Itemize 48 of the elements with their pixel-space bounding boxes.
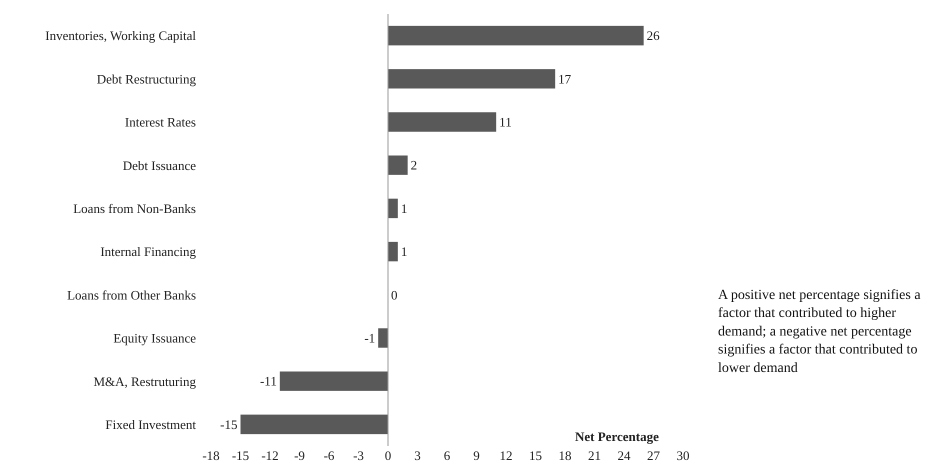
x-tick-label: 18: [558, 448, 572, 463]
bar: [388, 198, 398, 218]
y-tick-label: Loans from Other Banks: [67, 287, 196, 302]
x-tick-label: 6: [444, 448, 451, 463]
data-label: -1: [364, 330, 376, 346]
y-tick-label: Inventories, Working Capital: [45, 28, 196, 44]
x-tick-label: 12: [500, 448, 512, 463]
bar: [378, 328, 388, 348]
y-tick-label: Equity Issuance: [113, 330, 196, 346]
y-tick-label: Internal Financing: [100, 244, 196, 260]
bar: [280, 371, 388, 391]
x-tick-label: -3: [353, 448, 364, 463]
y-tick-label: Debt Issuance: [122, 158, 196, 173]
data-label: -11: [260, 374, 277, 389]
x-tick-label: -9: [294, 448, 305, 463]
y-tick-label: Debt Restructuring: [96, 71, 196, 86]
x-tick-label: 24: [618, 448, 631, 463]
y-tick-label: Loans from Non-Banks: [73, 200, 196, 216]
data-label: 1: [400, 244, 408, 260]
data-label: 0: [391, 287, 398, 302]
x-tick-label: -6: [324, 448, 335, 463]
x-tick-label: 3: [414, 448, 421, 463]
x-tick-label: 0: [384, 448, 392, 463]
x-tick-label: -12: [261, 448, 279, 463]
data-label: 2: [410, 158, 418, 173]
data-label: 11: [499, 114, 512, 130]
x-tick-label: 30: [676, 448, 690, 463]
data-label: 17: [558, 71, 572, 86]
y-tick-label: Fixed Investment: [105, 416, 196, 432]
x-tick-label: -15: [232, 448, 250, 463]
x-axis-title: Net Percentage: [575, 429, 660, 444]
data-label: 26: [646, 28, 660, 44]
x-tick-label: 21: [588, 448, 601, 463]
data-label: 1: [400, 200, 408, 216]
y-tick-label: M&A, Restruturing: [93, 374, 196, 389]
x-tick-label: -18: [202, 448, 220, 463]
bar: [388, 112, 496, 132]
bar: [388, 242, 398, 262]
bar: [388, 26, 644, 46]
bar: [388, 69, 556, 89]
y-tick-label: Interest Rates: [124, 114, 196, 130]
x-tick-label: 9: [473, 448, 480, 463]
bar: [388, 155, 408, 175]
x-tick-label: 15: [529, 448, 542, 463]
bar: [240, 414, 388, 434]
x-tick-label: 27: [647, 448, 660, 463]
text: A positive net percentage signifies a factor that contributed to higher demand; a negative net percentage signifies a factor that contributed to lower demand: [718, 288, 922, 376]
data-label: -15: [220, 416, 238, 432]
